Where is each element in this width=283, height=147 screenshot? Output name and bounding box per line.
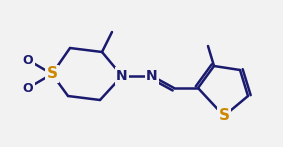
Text: O: O [23,54,33,66]
Text: N: N [146,69,158,83]
Text: N: N [116,69,128,83]
Text: S: S [218,108,230,123]
Text: S: S [46,66,57,81]
Text: O: O [23,81,33,95]
